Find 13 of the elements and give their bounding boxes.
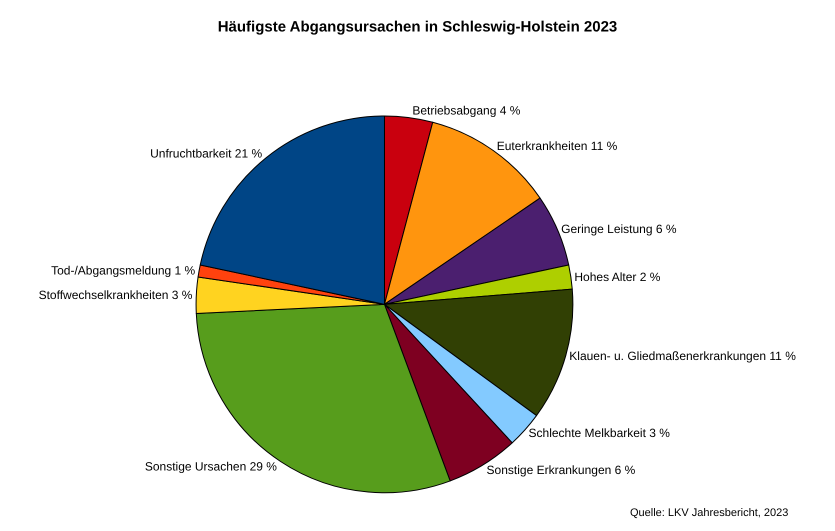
slice-label: Geringe Leistung 6 % xyxy=(561,222,677,236)
slice-label: Unfruchtbarkeit 21 % xyxy=(150,146,262,161)
slice-label: Klauen- u. Gliedmaßenerkrankungen 11 % xyxy=(569,349,796,364)
slice-label: Euterkrankheiten 11 % xyxy=(496,138,618,153)
slice-label: Stoffwechselkrankheiten 3 % xyxy=(38,288,193,302)
source-note: Quelle: LKV Jahresbericht, 2023 xyxy=(630,507,788,519)
slice-label: Hohes Alter 2 % xyxy=(574,270,661,284)
slice-label: Tod-/Abgangsmeldung 1 % xyxy=(51,264,196,278)
slice-label: Betriebsabgang 4 % xyxy=(412,104,521,118)
slice-label: Sonstige Erkrankungen 6 % xyxy=(486,462,636,477)
slice-label: Sonstige Ursachen 29 % xyxy=(144,460,278,474)
chart-title: Häufigste Abgangsursachen in Schleswig-Holstein 2023 xyxy=(218,18,618,36)
slice-label: Schlechte Melkbarkeit 3 % xyxy=(528,426,670,440)
